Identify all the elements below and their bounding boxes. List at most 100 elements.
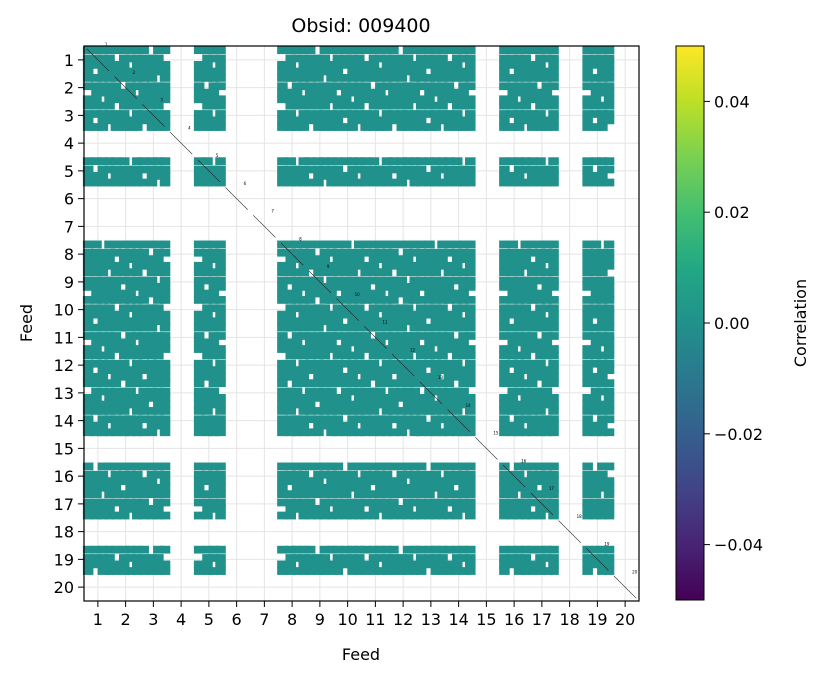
- x-tick-label: 16: [504, 610, 524, 629]
- heatmap-cell: [291, 67, 303, 76]
- heatmap-cell: [437, 323, 448, 332]
- y-tick-label: 17: [54, 495, 74, 514]
- heatmap-cell: [424, 296, 435, 304]
- diagonal-label: 9: [327, 264, 330, 269]
- heatmap-cell: [409, 421, 421, 430]
- heatmap-cell: [458, 67, 469, 76]
- heatmap-cell: [360, 470, 371, 479]
- heatmap-cell: [548, 351, 559, 360]
- heatmap-cell: [193, 400, 205, 409]
- heatmap-cell: [541, 171, 553, 180]
- x-tick-label: 7: [259, 610, 269, 629]
- heatmap-cell: [437, 511, 448, 520]
- heatmap-cell: [193, 67, 205, 76]
- heatmap-cell: [138, 504, 149, 513]
- heatmap-cell: [437, 276, 448, 285]
- heatmap-cell: [159, 498, 171, 507]
- heatmap-cell: [82, 268, 94, 277]
- heatmap-cell: [409, 393, 421, 402]
- heatmap-cell: [443, 490, 455, 499]
- heatmap-cell: [430, 178, 442, 187]
- heatmap-cell: [548, 282, 559, 291]
- heatmap-cell: [153, 157, 164, 166]
- heatmap-cell: [375, 268, 386, 277]
- heatmap-cell: [146, 504, 158, 513]
- heatmap-cell: [153, 359, 164, 368]
- heatmap-cell: [304, 282, 316, 291]
- heatmap-cell: [409, 268, 421, 277]
- heatmap-cell: [332, 511, 344, 520]
- heatmap-cell: [298, 428, 310, 437]
- heatmap-cell: [202, 511, 213, 520]
- heatmap-cell: [535, 178, 546, 187]
- heatmap-cell: [215, 415, 226, 424]
- heatmap-cell: [104, 379, 115, 388]
- colorbar-tick-label: −0.04: [714, 536, 763, 555]
- heatmap-cell: [402, 483, 414, 492]
- heatmap-cell: [443, 157, 455, 166]
- heatmap-cell: [354, 359, 365, 368]
- heatmap-cell: [424, 421, 435, 430]
- heatmap-cell: [138, 261, 149, 270]
- heatmap-cell: [132, 554, 143, 562]
- heatmap-cell: [153, 490, 164, 499]
- heatmap-cell: [277, 289, 288, 298]
- heatmap-cell: [520, 498, 532, 507]
- heatmap-cell: [507, 379, 518, 388]
- heatmap-cell: [285, 116, 297, 125]
- heatmap-cell: [360, 366, 371, 375]
- heatmap-cell: [548, 255, 559, 264]
- heatmap-cell: [340, 470, 352, 479]
- heatmap-cell: [97, 54, 109, 63]
- heatmap-cell: [507, 46, 518, 55]
- heatmap-cell: [208, 366, 220, 375]
- heatmap-cell: [304, 462, 316, 471]
- heatmap-cell: [520, 428, 532, 437]
- heatmap-cell: [381, 110, 393, 118]
- heatmap-cell: [507, 359, 518, 368]
- heatmap-cell: [326, 171, 337, 180]
- heatmap-cell: [548, 477, 559, 486]
- heatmap-cell: [368, 178, 380, 187]
- heatmap-cell: [597, 400, 608, 409]
- heatmap-cell: [381, 345, 393, 353]
- heatmap-cell: [347, 101, 358, 110]
- heatmap-cell: [507, 490, 518, 499]
- heatmap-cell: [597, 462, 608, 471]
- heatmap-cell: [110, 477, 122, 486]
- heatmap-cell: [402, 393, 414, 402]
- heatmap-cell: [526, 95, 538, 104]
- heatmap-cell: [513, 289, 525, 298]
- heatmap-cell: [313, 379, 324, 388]
- heatmap-cell: [603, 110, 615, 118]
- heatmap-cell: [298, 462, 310, 471]
- heatmap-cell: [513, 462, 525, 471]
- heatmap-cell: [153, 332, 164, 340]
- heatmap-cell: [437, 359, 448, 368]
- heatmap-cell: [97, 74, 109, 82]
- heatmap-cell: [451, 289, 463, 298]
- heatmap-cell: [354, 567, 365, 575]
- heatmap-cell: [409, 240, 421, 249]
- heatmap-cell: [375, 74, 386, 82]
- heatmap-cell: [402, 345, 414, 353]
- heatmap-cell: [125, 240, 136, 249]
- heatmap-cell: [381, 560, 393, 569]
- heatmap-cell: [375, 498, 386, 507]
- heatmap-cell: [340, 332, 352, 340]
- heatmap-cell: [388, 54, 399, 63]
- heatmap-cell: [208, 101, 220, 110]
- heatmap-cell: [582, 351, 593, 360]
- heatmap-cell: [132, 248, 143, 257]
- diagonal-label: 10: [355, 292, 361, 297]
- heatmap-cell: [458, 504, 469, 513]
- y-tick-label: 6: [64, 190, 74, 209]
- heatmap-cell: [548, 171, 559, 180]
- heatmap-cell: [326, 338, 337, 347]
- diagonal-label: 16: [521, 458, 527, 463]
- heatmap-cell: [520, 289, 532, 298]
- heatmap-cell: [597, 296, 608, 304]
- heatmap-cell: [368, 88, 380, 97]
- diagonal-label: 18: [577, 514, 583, 519]
- heatmap-cell: [215, 351, 226, 360]
